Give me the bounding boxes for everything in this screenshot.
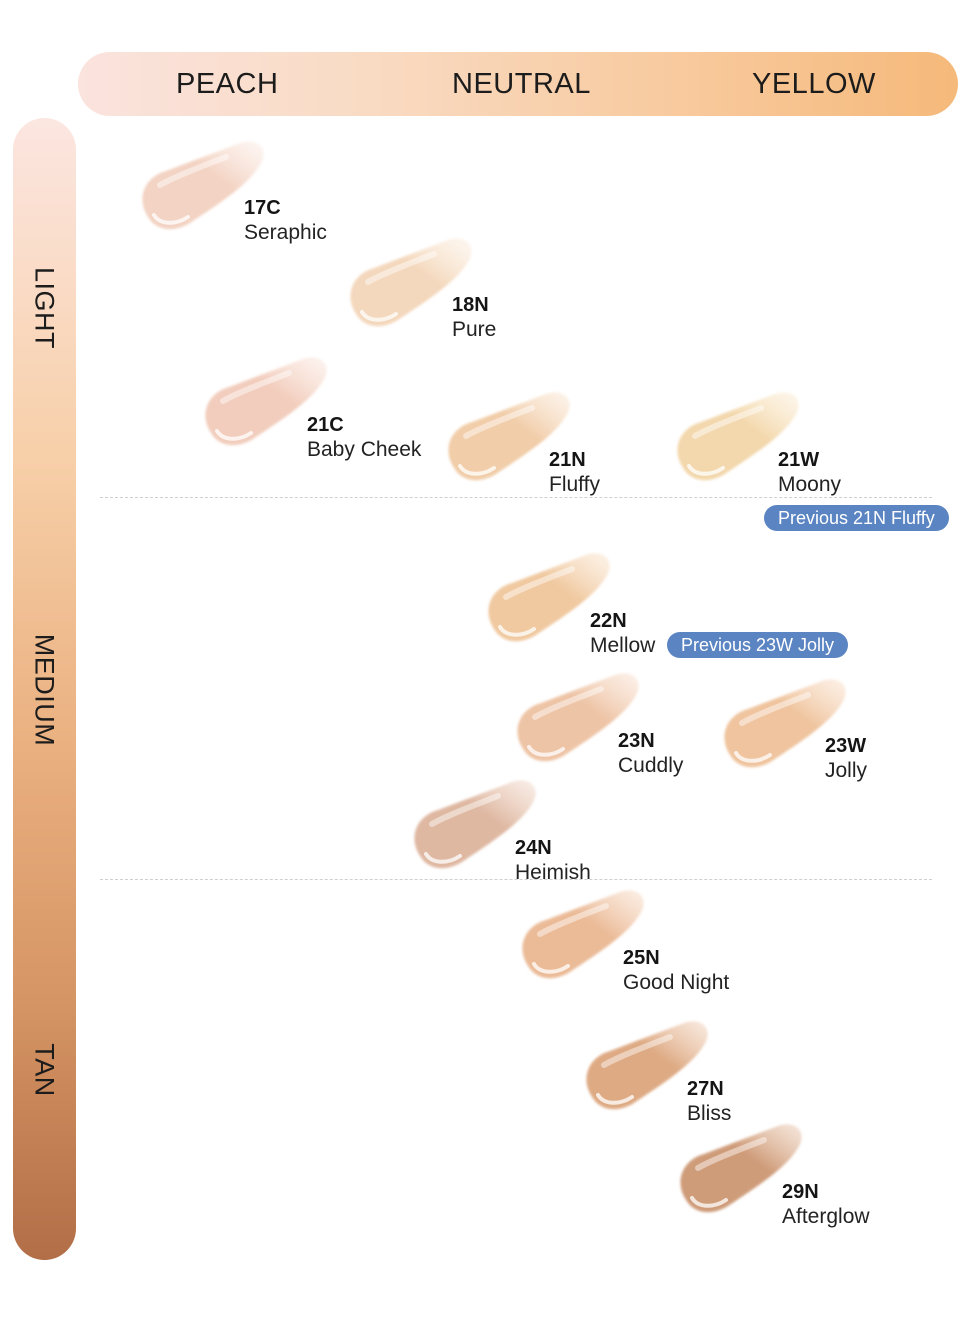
shade-label-21n: 21N Fluffy xyxy=(549,448,600,497)
shade-label-24n: 24N Heimish xyxy=(515,836,591,885)
shade-label-22n: 22N Mellow xyxy=(590,609,655,658)
shade-code: 22N xyxy=(590,610,627,632)
swatch-27n xyxy=(574,1017,724,1127)
undertone-scale-bar xyxy=(78,52,958,116)
shade-code: 21W xyxy=(778,449,820,471)
shade-code: 29N xyxy=(782,1181,819,1203)
shade-name: Cuddly xyxy=(618,754,684,777)
divider-medium-tan xyxy=(100,879,932,880)
undertone-label-peach: PEACH xyxy=(176,68,279,100)
shade-name: Seraphic xyxy=(244,221,327,244)
shade-name: Heimish xyxy=(515,861,591,884)
shade-code: 24N xyxy=(515,837,552,859)
undertone-label-yellow: YELLOW xyxy=(752,68,876,100)
depth-label-tan: TAN xyxy=(29,1043,60,1097)
depth-scale-bar xyxy=(13,118,76,1260)
shade-code: 27N xyxy=(687,1078,724,1100)
shade-label-27n: 27N Bliss xyxy=(687,1077,731,1126)
shade-code: 21N xyxy=(549,449,586,471)
swatch-23w xyxy=(712,675,862,785)
swatch-17c xyxy=(130,137,280,247)
shade-code: 23W xyxy=(825,735,867,757)
shade-code: 18N xyxy=(452,294,489,316)
swatch-21c xyxy=(193,353,343,463)
shade-label-18n: 18N Pure xyxy=(452,293,496,342)
depth-label-light: LIGHT xyxy=(29,266,60,350)
shade-name: Bliss xyxy=(687,1102,732,1125)
swatch-23n xyxy=(505,669,655,779)
shade-name: Afterglow xyxy=(782,1205,870,1228)
shade-name: Jolly xyxy=(825,759,868,782)
divider-light-medium xyxy=(100,497,932,498)
shade-label-25n: 25N Good Night xyxy=(623,946,729,995)
shade-code: 17C xyxy=(244,197,281,219)
shade-label-23n: 23N Cuddly xyxy=(618,729,683,778)
badge-previous-21n-fluffy: Previous 21N Fluffy xyxy=(764,505,949,531)
shade-label-29n: 29N Afterglow xyxy=(782,1180,870,1229)
shade-label-21w: 21W Moony xyxy=(778,448,841,497)
shade-label-21c: 21C Baby Cheek xyxy=(307,413,421,462)
shade-name: Moony xyxy=(778,473,842,496)
shade-name: Baby Cheek xyxy=(307,438,422,461)
swatch-21w xyxy=(665,388,815,498)
shade-label-23w: 23W Jolly xyxy=(825,734,867,783)
depth-label-medium: MEDIUM xyxy=(29,633,60,747)
swatch-24n xyxy=(402,776,552,886)
swatch-29n xyxy=(668,1120,818,1230)
undertone-label-neutral: NEUTRAL xyxy=(452,68,591,100)
shade-code: 25N xyxy=(623,947,660,969)
badge-previous-23w-jolly: Previous 23W Jolly xyxy=(667,632,849,658)
swatch-21n xyxy=(436,388,586,498)
shade-code: 23N xyxy=(618,730,655,752)
shade-name: Mellow xyxy=(590,634,656,657)
swatch-18n xyxy=(338,234,488,344)
shade-code: 21C xyxy=(307,414,344,436)
swatch-22n xyxy=(476,549,626,659)
shade-name: Pure xyxy=(452,318,497,341)
shade-name: Good Night xyxy=(623,971,730,994)
swatch-25n xyxy=(510,886,660,996)
shade-name: Fluffy xyxy=(549,473,600,496)
shade-label-17c: 17C Seraphic xyxy=(244,196,327,245)
